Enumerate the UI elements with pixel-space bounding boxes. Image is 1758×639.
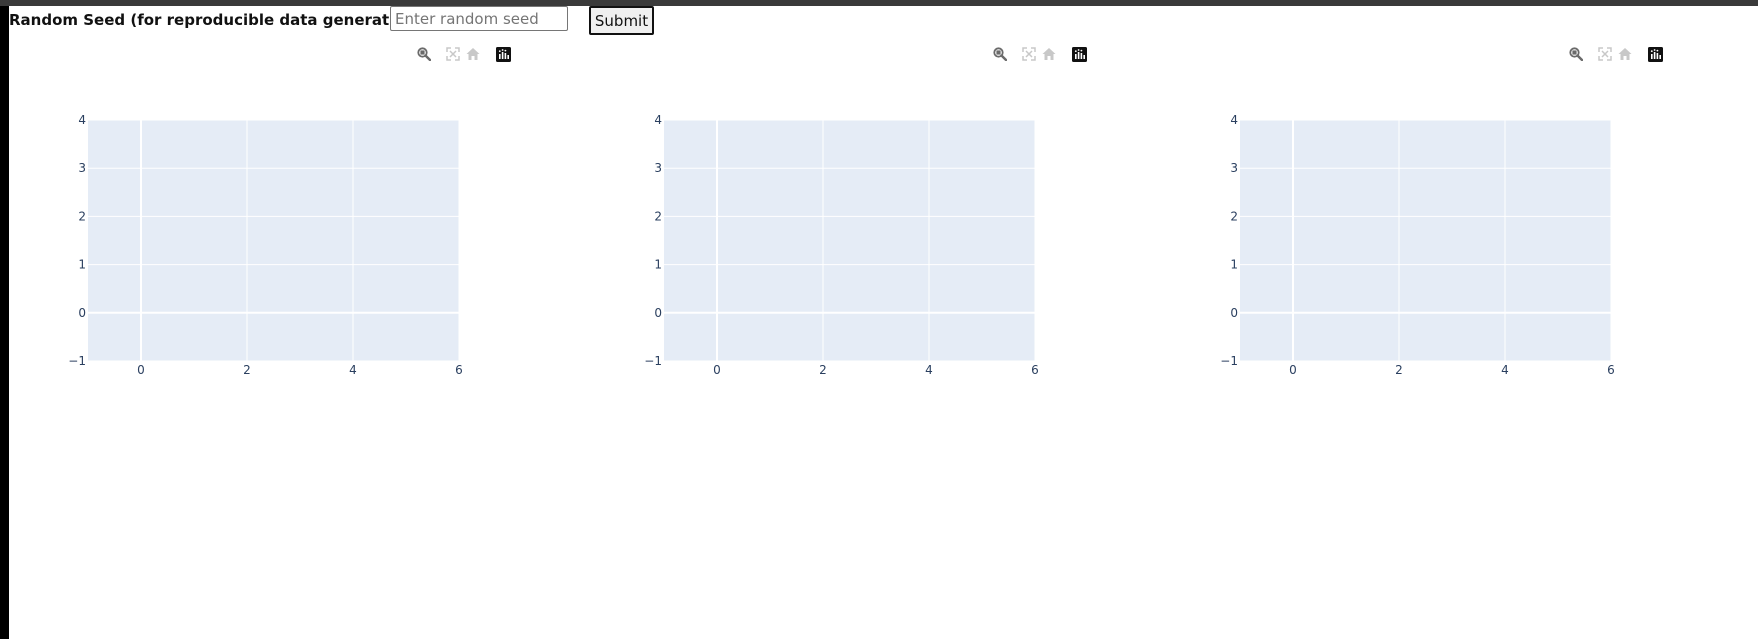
y-tick-label: 0 (654, 306, 662, 320)
y-tick-label: −1 (1220, 354, 1238, 368)
x-tick-label: 6 (1031, 363, 1039, 377)
plot-area[interactable] (1240, 120, 1611, 361)
modebar (990, 44, 1090, 64)
y-tick-label: 4 (654, 113, 662, 127)
x-tick-label: 2 (819, 363, 827, 377)
y-tick-label: 3 (1230, 161, 1238, 175)
y-tick-label: 2 (1230, 209, 1238, 223)
window-top-bar (0, 0, 1758, 6)
y-tick-label: 1 (1230, 258, 1238, 272)
y-tick-label: 4 (78, 113, 86, 127)
autoscale-icon[interactable] (1019, 44, 1039, 64)
y-tick-label: 3 (78, 161, 86, 175)
y-tick-label: 3 (654, 161, 662, 175)
autoscale-icon[interactable] (443, 44, 463, 64)
page-content: Random Seed (for reproducible data gener… (9, 6, 1758, 639)
y-tick-label: 1 (78, 258, 86, 272)
modebar (414, 44, 514, 64)
home-icon[interactable] (1039, 44, 1059, 64)
x-tick-label: 4 (349, 363, 357, 377)
y-tick-label: 0 (78, 306, 86, 320)
seed-controls: Random Seed (for reproducible data gener… (9, 6, 709, 36)
x-tick-label: 0 (137, 363, 145, 377)
x-tick-label: 0 (713, 363, 721, 377)
seed-input[interactable] (390, 6, 568, 31)
x-tick-label: 6 (455, 363, 463, 377)
home-icon[interactable] (463, 44, 483, 64)
plotly-logo-icon[interactable] (1645, 44, 1665, 64)
plotly-logo-icon[interactable] (1069, 44, 1089, 64)
autoscale-icon[interactable] (1595, 44, 1615, 64)
y-tick-label: 4 (1230, 113, 1238, 127)
seed-label: Random Seed (for reproducible data gener… (9, 11, 429, 29)
plot-area[interactable] (88, 120, 459, 361)
plotly-logo-icon[interactable] (493, 44, 513, 64)
y-tick-label: 2 (654, 209, 662, 223)
x-tick-label: 4 (1501, 363, 1509, 377)
x-tick-label: 4 (925, 363, 933, 377)
plot-1[interactable]: −1 0 1 2 3 4 0 2 4 6 (9, 6, 585, 639)
zoom-icon[interactable] (990, 44, 1010, 64)
chart-svg: −1 0 1 2 3 4 0 2 4 6 (644, 113, 1039, 377)
chart-svg: −1 0 1 2 3 4 0 2 4 6 (68, 113, 463, 377)
x-tick-label: 6 (1607, 363, 1615, 377)
zoom-icon[interactable] (1566, 44, 1586, 64)
chart-svg: −1 0 1 2 3 4 0 2 4 6 (1220, 113, 1615, 377)
plot-2[interactable]: −1 0 1 2 3 4 0 2 4 6 (585, 6, 1161, 639)
y-tick-label: −1 (644, 354, 662, 368)
submit-button[interactable]: Submit (589, 6, 654, 35)
plot-area[interactable] (664, 120, 1035, 361)
x-tick-label: 2 (1395, 363, 1403, 377)
zoom-icon[interactable] (414, 44, 434, 64)
y-tick-label: 0 (1230, 306, 1238, 320)
home-icon[interactable] (1615, 44, 1635, 64)
plot-3[interactable]: −1 0 1 2 3 4 0 2 4 6 (1161, 6, 1737, 639)
x-tick-label: 0 (1289, 363, 1297, 377)
y-tick-label: 1 (654, 258, 662, 272)
x-tick-label: 2 (243, 363, 251, 377)
y-tick-label: −1 (68, 354, 86, 368)
modebar (1566, 44, 1666, 64)
y-tick-label: 2 (78, 209, 86, 223)
